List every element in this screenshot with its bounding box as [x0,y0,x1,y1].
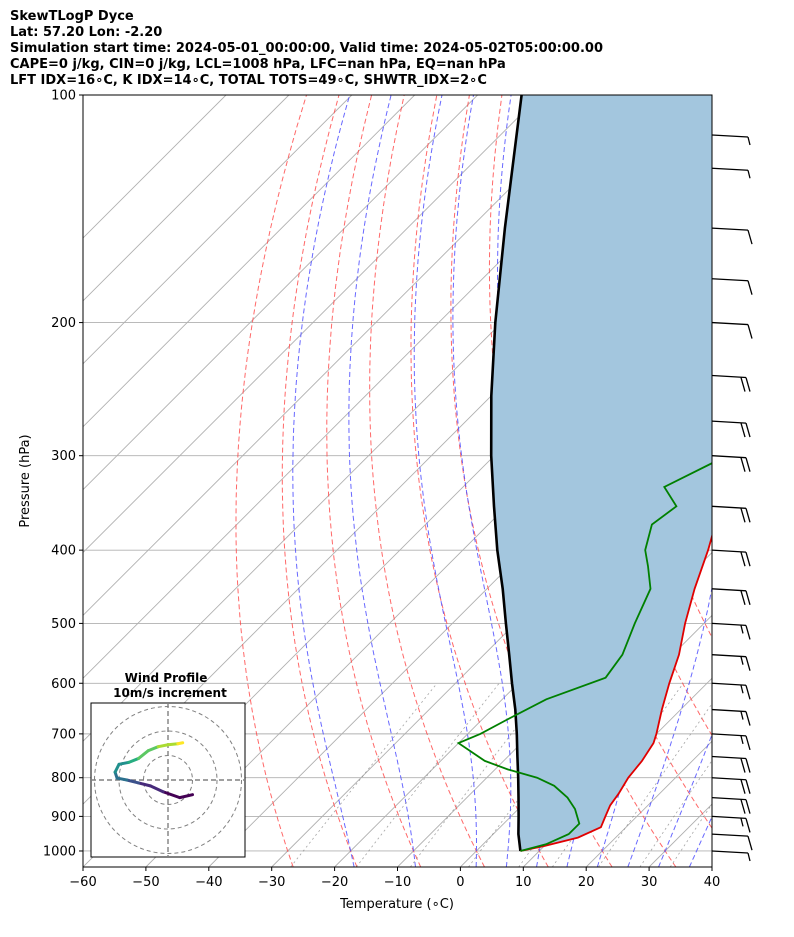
wind-barb [711,549,751,567]
wind-barb [711,374,751,392]
moist-adiabat [413,95,477,867]
hodograph-ring [118,730,218,830]
mixing-ratio-line [598,703,712,867]
chart-title: SkewTLogP Dyce [10,9,134,24]
y-tick-label: 900 [51,810,76,825]
wind-barb [711,850,751,862]
x-tick-label: −40 [195,875,222,890]
wind-barb [711,777,751,794]
hodograph-trace [146,745,160,753]
mixing-ratio-line [355,683,500,867]
dry-adiabat [235,95,307,867]
x-tick-label: −50 [132,875,159,890]
time-label: Simulation start time: 2024-05-01_00:00:… [10,41,603,56]
dry-adiabat [369,95,485,867]
wind-barb [711,708,751,726]
wind-barb [711,505,751,523]
wind-barb [711,227,753,245]
hodograph-trace [125,778,141,785]
wind-barb [711,755,751,773]
wind-barb [711,733,751,751]
x-tick-label: 30 [641,875,658,890]
isotherm-gridline [711,866,712,867]
y-tick-label: 1000 [43,844,76,859]
mixing-ratio-line [410,683,551,867]
hodograph-title: Wind Profile [125,671,208,685]
dry-adiabat [730,95,794,867]
isotherm-gridline [83,95,353,365]
wind-barb [711,420,751,438]
dry-adiabat [763,95,794,867]
mixing-ratio-line [290,683,438,867]
hodograph-trace [166,742,180,747]
wind-barb [711,815,751,833]
y-tick-label: 700 [51,727,76,742]
hodograph-trace [137,749,150,760]
dewpoint-line [456,462,712,852]
y-tick-label: 100 [51,89,76,104]
hodograph-trace [178,793,194,800]
y-tick-label: 800 [51,771,76,786]
hodograph-trace [127,756,141,764]
y-tick-label: 200 [51,316,76,331]
moist-adiabat [627,95,712,867]
wind-barb [711,796,751,814]
moist-adiabat [452,95,512,867]
isotherm-gridline [83,95,290,302]
isotherm-gridline [83,95,227,239]
cape-cin-shading [491,95,712,851]
isotherm-gridline [83,95,604,617]
wind-barb [711,654,751,671]
x-tick-label: −30 [258,875,285,890]
parcel-profile-line [489,95,523,852]
dry-adiabat [450,95,613,867]
wind-barb [711,682,751,700]
hodograph-trace [115,776,129,782]
x-tick-label: −60 [69,875,96,890]
wind-barb [711,134,751,146]
hodograph-trace [176,741,185,746]
wind-barb [711,278,753,295]
hodograph-trace [161,790,182,800]
isotherm-gridline [83,95,416,428]
y-axis-label: Pressure (hPa) [18,434,33,527]
x-tick-label: 20 [578,875,595,890]
hodograph-trace [137,781,152,788]
y-tick-label: 600 [51,677,76,692]
hodograph-subtitle: 10m/s increment [113,686,227,700]
wind-barb [711,321,753,339]
stability-indices-1: CAPE=0 j/kg, CIN=0 j/kg, LCL=1008 hPa, L… [10,57,506,72]
hodograph-trace [117,760,131,766]
x-tick-label: 0 [456,875,464,890]
moist-adiabat [292,95,355,867]
isotherm-gridline [334,488,712,867]
hodograph-trace [148,784,165,794]
temperature-line [520,533,712,852]
moist-adiabat [348,95,416,867]
mixing-ratio-line [639,759,712,867]
moist-adiabat [658,733,712,867]
stability-indices-2: LFT IDX=16∘C, K IDX=14∘C, TOTAL TOTS=49∘… [10,73,487,88]
dry-adiabat [326,95,422,867]
wind-barb [711,455,751,472]
isotherm-gridline [83,95,478,491]
x-tick-label: 40 [704,875,721,890]
y-tick-label: 500 [51,617,76,632]
y-tick-label: 400 [51,544,76,559]
x-tick-label: 10 [515,875,532,890]
y-tick-label: 300 [51,449,76,464]
x-axis-label: Temperature (∘C) [339,897,454,912]
wind-barb [711,622,751,640]
x-tick-label: −20 [321,875,348,890]
wind-barb [711,833,753,851]
location-label: Lat: 57.20 Lon: -2.20 [10,25,163,40]
wind-barb [711,167,751,179]
isotherm-gridline [83,95,541,554]
dry-adiabat [281,95,358,867]
x-tick-label: −10 [384,875,411,890]
wind-barb [711,588,751,605]
hodograph-trace [156,743,170,749]
